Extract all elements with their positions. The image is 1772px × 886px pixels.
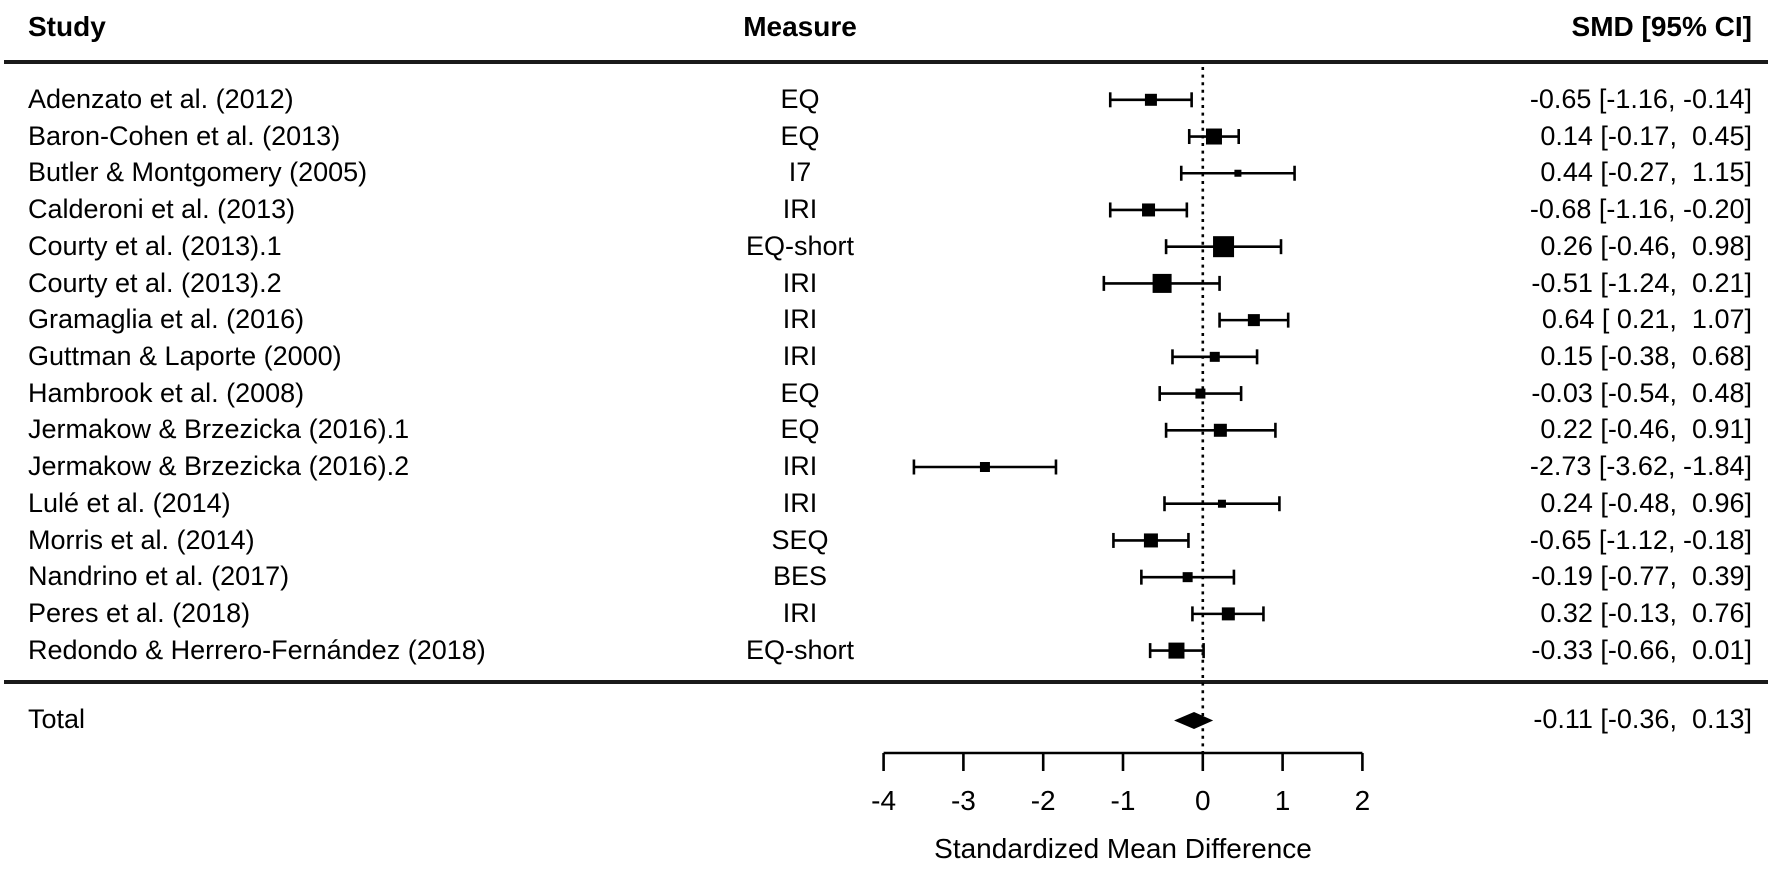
measure-value: IRI [782,341,818,372]
measure-value: EQ-short [745,230,855,261]
smd-value: 0.44 [-0.27, 1.15] [1540,157,1752,188]
smd-value: 0.15 [-0.38, 0.68] [1540,341,1752,372]
study-name: Gramaglia et al. (2016) [28,304,305,335]
smd-value: 0.64 [ 0.21, 1.07] [1541,304,1752,335]
table-row: Guttman & Laporte (2000) IRI 0.15 [-0.38, … [0,338,1772,375]
smd-value: 0.26 [-0.46, 0.98] [1540,230,1752,261]
table-row: Gramaglia et al. (2016) IRI 0.64 [ 0.21, 1… [0,301,1772,338]
smd-value: -0.65 [-1.16, -0.14] [1529,84,1752,114]
x-axis-tick-label: -4 [871,785,896,816]
measure-value: EQ [780,414,820,445]
x-axis-tick-label: -2 [1031,785,1056,816]
x-axis-tick-label: 1 [1275,785,1291,816]
study-name: Courty et al. (2013).1 [28,230,282,261]
measure-value: I7 [788,157,812,188]
study-name: Lulé et al. (2014) [28,487,231,518]
study-name: Guttman & Laporte (2000) [28,341,342,372]
x-axis-tick-label: -3 [951,785,976,816]
smd-value: 0.22 [-0.46, 0.91] [1540,414,1752,445]
measure-value: EQ-short [745,634,855,665]
col-header-study: Study [28,11,106,42]
smd-value: -0.65 [-1.12, -0.18] [1529,524,1752,555]
table-row: Jermakow & Brzezicka (2016).1 EQ 0.22 [-0.… [0,411,1772,448]
study-rows: Adenzato et al. (2012) EQ -0.65 [-1.16, -0… [0,81,1772,669]
table-row: Hambrook et al. (2008) EQ -0.03 [-0.54, 0.… [0,375,1772,412]
table-row: Redondo & Herrero-Fernández (2018) EQ-sho… [0,632,1772,669]
measure-value: IRI [782,267,818,298]
table-row: Morris et al. (2014) SEQ -0.65 [-1.12, -0.… [0,522,1772,559]
table-row: Calderoni et al. (2013) IRI -0.68 [-1.16, … [0,191,1772,228]
col-header-measure: Measure [743,11,857,42]
table-row: Baron-Cohen et al. (2013) EQ 0.14 [-0.17, … [0,118,1772,155]
total-label: Total [28,704,86,734]
study-name: Calderoni et al. (2013) [28,194,296,225]
table-row: Nandrino et al. (2017) BES -0.19 [-0.77, 0… [0,558,1772,595]
study-name: Courty et al. (2013).2 [28,267,282,298]
total-row: Total -0.11 [-0.36, 0.13] [0,701,1772,738]
smd-value: 0.32 [-0.13, 0.76] [1540,598,1752,629]
col-header-smd: SMD [95% CI] [1571,11,1752,42]
table-row: Courty et al. (2013).2 IRI -0.51 [-1.24, 0… [0,265,1772,302]
measure-value: BES [772,561,828,592]
smd-value: -2.73 [-3.62, -1.84] [1529,451,1752,482]
table-row: Butler & Montgomery (2005) I7 0.44 [-0.27,… [0,154,1772,191]
table-row: Lulé et al. (2014) IRI 0.24 [-0.48, 0.96] [0,485,1772,522]
study-name: Redondo & Herrero-Fernández (2018) [28,634,486,665]
study-name: Nandrino et al. (2017) [28,561,290,592]
measure-value: SEQ [771,524,829,555]
measure-value: EQ [780,120,820,151]
measure-value: IRI [782,451,818,482]
study-name: Adenzato et al. (2012) [28,84,294,114]
table-row: Peres et al. (2018) IRI 0.32 [-0.13, 0.76] [0,595,1772,632]
table-row: Courty et al. (2013).1 EQ-short 0.26 [-0.4… [0,228,1772,265]
study-name: Peres et al. (2018) [28,598,251,629]
measure-value: IRI [782,487,818,518]
study-name: Morris et al. (2014) [28,524,255,555]
total-smd-value: -0.11 [-0.36, 0.13] [1533,704,1752,734]
study-name: Jermakow & Brzezicka (2016).2 [28,451,410,482]
smd-value: -0.03 [-0.54, 0.48] [1531,377,1752,408]
table-row: Adenzato et al. (2012) EQ -0.65 [-1.16, -0… [0,81,1772,118]
smd-value: -0.33 [-0.66, 0.01] [1531,634,1752,665]
measure-value: IRI [782,304,818,335]
smd-value: -0.51 [-1.24, 0.21] [1531,267,1752,298]
study-name: Hambrook et al. (2008) [28,377,305,408]
x-axis-title: Standardized Mean Difference [934,833,1312,864]
x-axis-tick-label: -1 [1111,785,1136,816]
measure-value: IRI [782,598,818,629]
smd-value: 0.14 [-0.17, 0.45] [1540,120,1752,151]
x-axis-tick-label: 2 [1355,785,1371,816]
smd-value: 0.24 [-0.48, 0.96] [1540,487,1752,518]
study-name: Butler & Montgomery (2005) [28,157,368,188]
header-rule [4,60,1768,64]
x-axis-tick-label: 0 [1195,785,1211,816]
measure-value: IRI [782,194,818,225]
table-row: Jermakow & Brzezicka (2016).2 IRI -2.73 [-… [0,448,1772,485]
total-rule [4,680,1768,684]
smd-value: -0.19 [-0.77, 0.39] [1531,561,1752,592]
study-name: Jermakow & Brzezicka (2016).1 [28,414,410,445]
measure-value: EQ [780,377,820,408]
study-name: Baron-Cohen et al. (2013) [28,120,341,151]
measure-value: EQ [780,84,820,114]
smd-value: -0.68 [-1.16, -0.20] [1529,194,1752,225]
